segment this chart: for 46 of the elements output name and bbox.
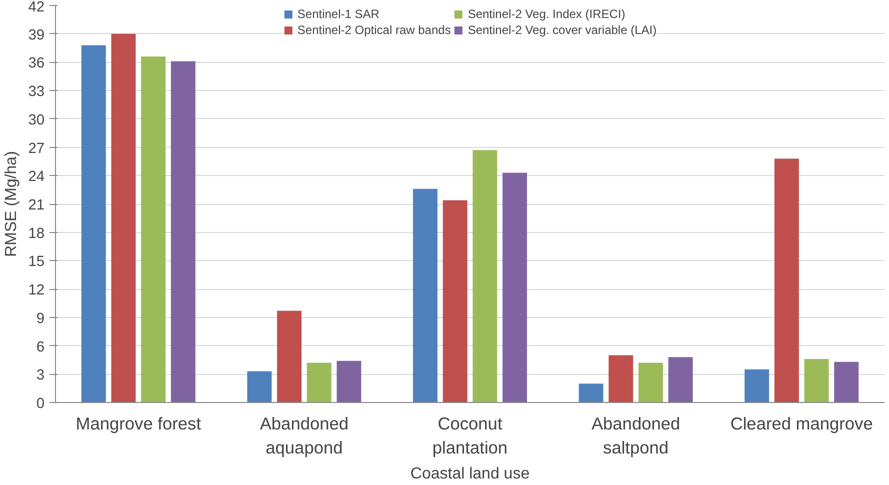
bar bbox=[744, 369, 770, 402]
bar bbox=[638, 362, 663, 402]
bar bbox=[472, 150, 498, 402]
y-tick-label: 3 bbox=[36, 368, 45, 384]
bar bbox=[668, 357, 693, 402]
bar bbox=[442, 200, 468, 402]
y-tick-label: 15 bbox=[28, 254, 45, 270]
y-tick-label: 27 bbox=[28, 140, 45, 157]
y-axis-title: RMSE (Mg/ha) bbox=[3, 151, 20, 257]
y-tick-label: 18 bbox=[28, 226, 45, 242]
y-tick-label: 9 bbox=[36, 310, 45, 327]
bar bbox=[608, 355, 634, 402]
legend-label: Sentinel-2 Optical raw bands bbox=[297, 23, 451, 37]
x-tick-label: Mangrove forest bbox=[76, 414, 202, 434]
bar bbox=[413, 188, 438, 402]
y-tick-label: 21 bbox=[28, 198, 45, 214]
y-tick-label: 6 bbox=[36, 339, 45, 356]
bar bbox=[141, 56, 166, 402]
legend-label: Sentinel-2 Veg. cover variable (LAI) bbox=[468, 23, 657, 37]
bar bbox=[111, 34, 136, 402]
bar bbox=[170, 61, 196, 402]
bar bbox=[247, 371, 272, 402]
legend-label: Sentinel-1 SAR bbox=[297, 7, 380, 21]
bar bbox=[306, 362, 332, 402]
x-tick-label: Abandoned saltpond bbox=[591, 414, 680, 458]
bar bbox=[336, 360, 362, 402]
y-tick-label: 39 bbox=[28, 27, 45, 44]
bar bbox=[277, 310, 302, 402]
y-tick-label: 33 bbox=[28, 84, 45, 100]
y-tick-label: 30 bbox=[28, 112, 45, 128]
x-tick-label: Cleared mangrove bbox=[730, 414, 873, 434]
bar bbox=[81, 45, 106, 402]
bar bbox=[834, 362, 859, 402]
y-tick-label: 0 bbox=[36, 396, 45, 412]
x-tick-label: Abandoned aquapond bbox=[260, 414, 349, 458]
x-tick-label: Coconut plantation bbox=[432, 414, 508, 458]
bar bbox=[502, 172, 527, 402]
x-axis-title: Coastal land use bbox=[410, 466, 530, 482]
legend-label: Sentinel-2 Veg. Index (IRECI) bbox=[468, 7, 626, 21]
y-tick-label: 12 bbox=[28, 282, 45, 299]
bar bbox=[578, 384, 604, 402]
y-tick-label: 36 bbox=[28, 56, 45, 72]
y-tick-label: 42 bbox=[28, 0, 45, 16]
bar bbox=[774, 158, 799, 402]
y-tick-label: 24 bbox=[28, 169, 45, 186]
bar bbox=[804, 359, 829, 402]
